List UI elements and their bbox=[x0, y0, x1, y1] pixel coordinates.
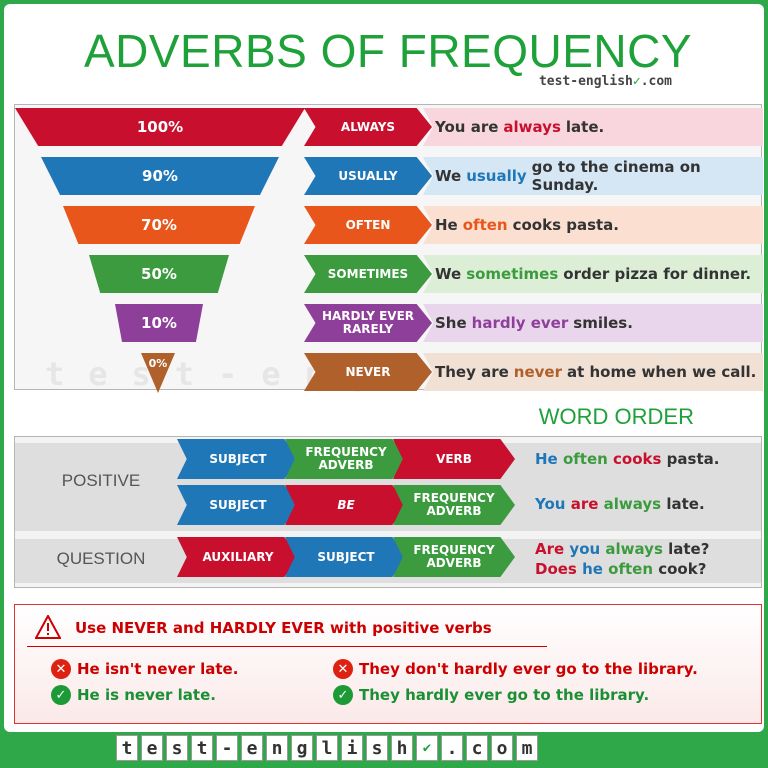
cross-icon: ✕ bbox=[333, 659, 353, 679]
footer-letter: . bbox=[441, 735, 463, 761]
word-order-panel: POSITIVE QUESTION SUBJECT FREQUENCY ADVER… bbox=[14, 436, 762, 588]
warning-panel: Use NEVER and HARDLY EVER with positive … bbox=[14, 604, 762, 724]
footer-letter: e bbox=[141, 735, 163, 761]
positive-label: POSITIVE bbox=[61, 471, 141, 490]
word-order-chevron-0-1: FREQUENCY ADVERB bbox=[285, 439, 407, 479]
funnel-segment-1: 90% bbox=[41, 157, 279, 195]
right-text-1: He is never late. bbox=[77, 686, 216, 704]
check-circle-icon: ✓ bbox=[51, 685, 71, 705]
word-order-chevron-1-1: BE bbox=[285, 485, 407, 525]
example-sentence-0: You are always late. bbox=[423, 108, 763, 146]
footer-letter: h bbox=[391, 735, 413, 761]
footer-letter: c bbox=[466, 735, 488, 761]
word-order-example-ex2: You are always late. bbox=[535, 495, 705, 513]
adverb-label-0: ALWAYS bbox=[304, 108, 432, 146]
footer-check-icon: ✔ bbox=[416, 735, 438, 761]
funnel-segment-2: 70% bbox=[63, 206, 255, 244]
right-example-2: ✓ They hardly ever go to the library. bbox=[333, 685, 649, 705]
word-order-chevron-0-2: VERB bbox=[393, 439, 515, 479]
adverb-label-3: SOMETIMES bbox=[304, 255, 432, 293]
warning-divider bbox=[27, 646, 547, 647]
word-order-example-ex1: He often cooks pasta. bbox=[535, 450, 720, 468]
footer-letter: s bbox=[366, 735, 388, 761]
footer-letter: e bbox=[241, 735, 263, 761]
example-sentence-4: She hardly ever smiles. bbox=[423, 304, 763, 342]
infographic: ADVERBS OF FREQUENCY test-english✓.com t… bbox=[4, 4, 764, 732]
page-title: ADVERBS OF FREQUENCY bbox=[83, 25, 693, 77]
footer-letter: n bbox=[266, 735, 288, 761]
brand-logo: test-english✓.com bbox=[539, 74, 672, 89]
funnel-segment-3: 50% bbox=[89, 255, 229, 293]
adverb-label-1: USUALLY bbox=[304, 157, 432, 195]
brand-text: test-english bbox=[538, 74, 633, 89]
word-order-chevron-0-0: SUBJECT bbox=[177, 439, 299, 479]
wrong-text-1: He isn't never late. bbox=[77, 660, 239, 678]
footer-letter: o bbox=[491, 735, 513, 761]
wrong-example-2: ✕ They don't hardly ever go to the librar… bbox=[333, 659, 698, 679]
funnel-segment-4: 10% bbox=[115, 304, 203, 342]
footer-logo: t e s t - e n g l i s h ✔. c o m bbox=[116, 735, 538, 761]
word-order-chevron-1-2: FREQUENCY ADVERB bbox=[393, 485, 515, 525]
footer-letter: g bbox=[291, 735, 313, 761]
footer-letter: m bbox=[516, 735, 538, 761]
right-text-2: They hardly ever go to the library. bbox=[359, 686, 650, 704]
adverb-label-5: NEVER bbox=[304, 353, 432, 391]
word-order-chevron-2-0: AUXILIARY bbox=[177, 537, 299, 577]
example-sentence-5: They are never at home when we call. bbox=[423, 353, 763, 391]
word-order-example-ex3a: Are you always late? bbox=[535, 540, 710, 558]
word-order-chevron-1-0: SUBJECT bbox=[177, 485, 299, 525]
footer-letter: - bbox=[216, 735, 238, 761]
footer-letter: t bbox=[116, 735, 138, 761]
check-circle-icon: ✓ bbox=[333, 685, 353, 705]
word-order-chevron-2-2: FREQUENCY ADVERB bbox=[393, 537, 515, 577]
warning-title: Use NEVER and HARDLY EVER with positive … bbox=[75, 619, 492, 637]
example-sentence-3: We sometimes order pizza for dinner. bbox=[423, 255, 763, 293]
check-icon: ✓ bbox=[632, 74, 641, 89]
brand-suffix: .com bbox=[640, 74, 672, 89]
cross-icon: ✕ bbox=[51, 659, 71, 679]
warning-icon bbox=[35, 615, 61, 639]
wrong-example-1: ✕ He isn't never late. bbox=[51, 659, 238, 679]
wrong-text-2: They don't hardly ever go to the library… bbox=[359, 660, 698, 678]
footer-letter: t bbox=[191, 735, 213, 761]
adverb-label-2: OFTEN bbox=[304, 206, 432, 244]
adverb-label-4: HARDLY EVER RARELY bbox=[304, 304, 432, 342]
example-sentence-1: We usually go to the cinema on Sunday. bbox=[423, 157, 763, 195]
word-order-example-ex3b: Does he often cook? bbox=[535, 560, 707, 578]
footer-letter: s bbox=[166, 735, 188, 761]
right-example-1: ✓ He is never late. bbox=[51, 685, 216, 705]
footer-letter: i bbox=[341, 735, 363, 761]
question-label: QUESTION bbox=[56, 549, 146, 568]
funnel-segment-0: 100% bbox=[15, 108, 305, 146]
word-order-chevron-2-1: SUBJECT bbox=[285, 537, 407, 577]
word-order-title: WORD ORDER bbox=[538, 404, 694, 429]
footer-letter: l bbox=[316, 735, 338, 761]
example-sentence-2: He often cooks pasta. bbox=[423, 206, 763, 244]
